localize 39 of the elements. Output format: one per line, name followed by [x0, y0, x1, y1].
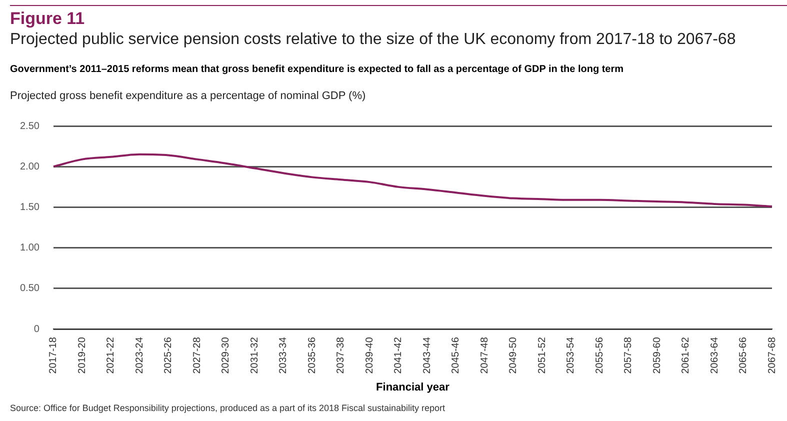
x-tick-label: 2021-22: [106, 336, 117, 374]
x-tick-label: 2035-36: [306, 336, 318, 374]
x-tick-label: 2031-32: [249, 336, 260, 374]
x-tick-label: 2041-42: [393, 336, 404, 374]
x-tick-label: 2051-52: [536, 336, 548, 374]
x-tick-label: 2037-38: [336, 336, 347, 374]
y-tick-label: 0.50: [20, 283, 40, 294]
x-tick-label: 2033-34: [278, 336, 290, 374]
y-tick-label: 0: [34, 324, 40, 335]
x-tick-label: 2067-68: [766, 336, 778, 374]
chart-title: Figure 11: [10, 9, 85, 29]
source-note: Source: Office for Budget Responsibility projections, produced as a part of its 2018 Fiscal sustainability report: [10, 403, 446, 413]
x-axis-title: Financial year: [376, 381, 450, 394]
y-tick-label: 1.50: [20, 202, 40, 213]
x-tick-label: 2025-26: [163, 336, 174, 374]
line-series: [52, 153, 773, 208]
x-tick-label: 2059-60: [652, 336, 663, 374]
x-tick-label: 2047-48: [479, 336, 490, 374]
chart-subtitle: Projected public service pension costs relative to the size of the UK economy from 2017-18 to 2067-68: [10, 31, 736, 49]
x-tick-label: 2045-46: [450, 336, 462, 374]
x-tick-label: 2027-28: [192, 336, 203, 374]
x-tick-label: 2065-66: [738, 336, 750, 374]
x-tick-label: 2055-56: [594, 336, 606, 374]
y-tick-label: 1.00: [20, 242, 40, 254]
x-tick-label: 2043-44: [422, 336, 433, 374]
x-tick-label: 2063-64: [709, 336, 720, 374]
x-tick-label: 2039-40: [364, 336, 376, 374]
x-tick-label: 2017-18: [48, 336, 60, 374]
x-tick-label: 2019-20: [76, 336, 88, 374]
x-tick-label: 2061-62: [680, 336, 692, 374]
text: Government’s 2011–2015 reforms mean that gross benefit expenditure is expected to fall as a percentage of GDP in the long term: [10, 64, 624, 75]
y-tick-label: 2.50: [20, 120, 40, 132]
x-tick-label: 2049-50: [508, 336, 520, 374]
y-tick-label: 2.00: [20, 161, 40, 172]
x-tick-label: 2023-24: [134, 336, 146, 374]
x-tick-label: 2029-30: [220, 336, 232, 374]
x-tick-label: 2053-54: [566, 336, 577, 374]
x-tick-label: 2057-58: [623, 336, 634, 374]
y-axis-title: Projected gross benefit expenditure as a percentage of nominal GDP (%): [10, 90, 366, 102]
